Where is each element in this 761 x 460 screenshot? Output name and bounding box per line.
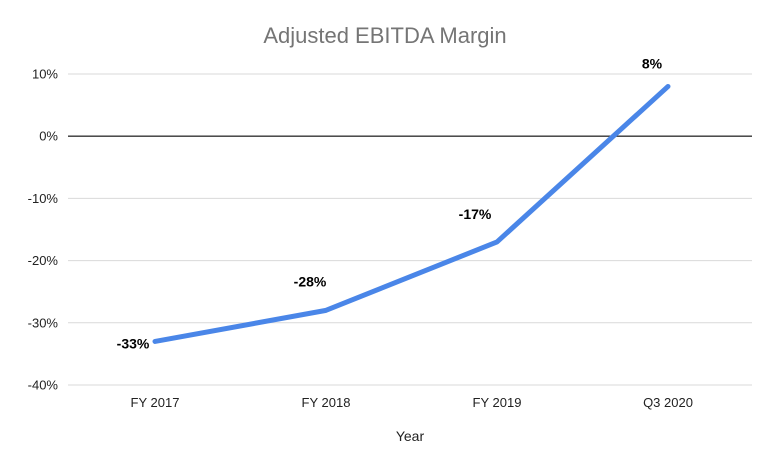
x-tick-label: FY 2017 bbox=[131, 395, 180, 410]
data-label: -17% bbox=[459, 206, 492, 222]
data-label: -33% bbox=[117, 335, 150, 351]
x-axis-title: Year bbox=[396, 428, 425, 444]
data-label: -28% bbox=[294, 273, 327, 289]
y-tick-label: -40% bbox=[28, 378, 59, 393]
x-tick-label: FY 2019 bbox=[473, 395, 522, 410]
data-label: 8% bbox=[642, 55, 663, 71]
data-labels: -33% -28% -17% 8% bbox=[117, 55, 663, 351]
gridlines bbox=[68, 73, 752, 386]
y-tick-label: -30% bbox=[28, 315, 59, 330]
y-tick-label: -10% bbox=[28, 191, 59, 206]
chart-title: Adjusted EBITDA Margin bbox=[263, 23, 506, 48]
x-axis-tick-labels: FY 2017 FY 2018 FY 2019 Q3 2020 bbox=[131, 395, 693, 410]
y-tick-label: -20% bbox=[28, 253, 59, 268]
y-axis-tick-labels: 10% 0% -10% -20% -30% -40% bbox=[28, 67, 59, 393]
y-tick-label: 0% bbox=[39, 129, 58, 144]
series-line bbox=[152, 83, 671, 344]
y-tick-label: 10% bbox=[32, 67, 58, 82]
x-tick-label: FY 2018 bbox=[302, 395, 351, 410]
x-tick-label: Q3 2020 bbox=[643, 395, 693, 410]
